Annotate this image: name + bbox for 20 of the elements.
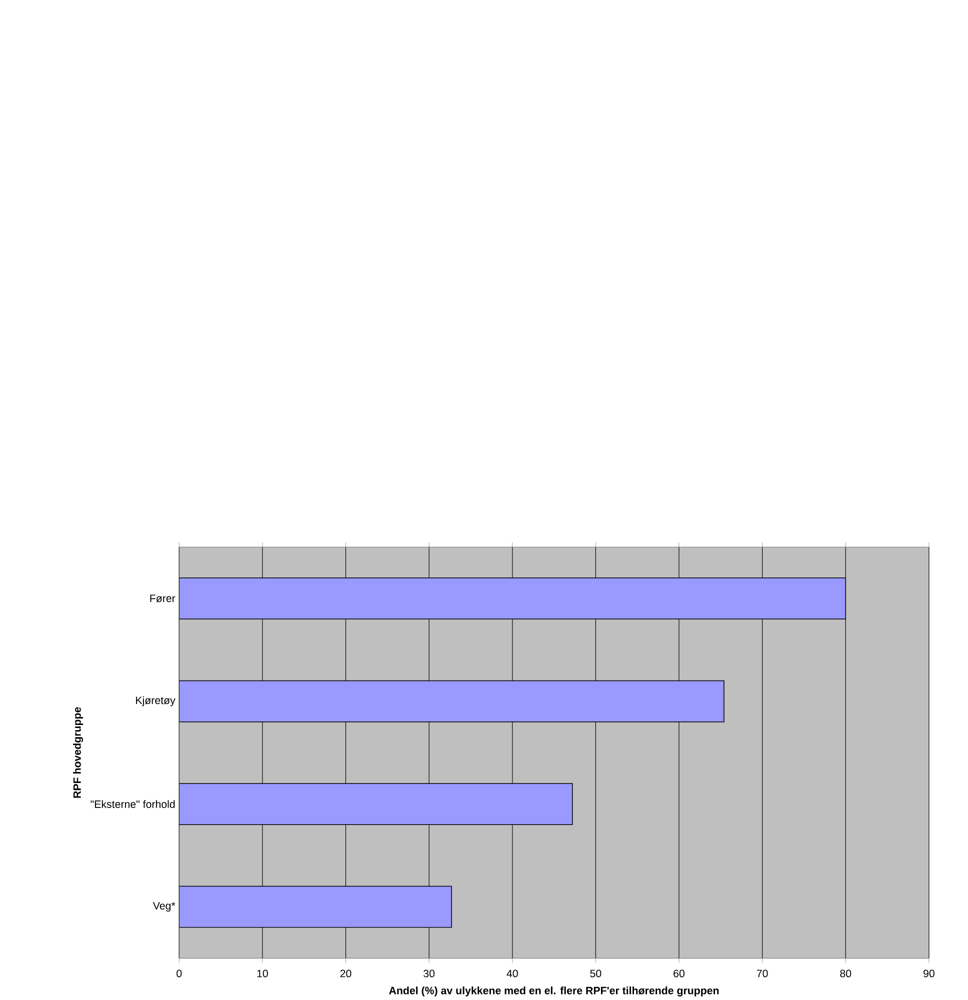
x-tick-label: 70 [757,970,768,978]
y-tick-label: "Eksterne" forhold [91,800,175,808]
x-tick-label: 10 [258,970,268,978]
x-axis-title: Andel (%) av ulykkene med en el. flere RPF'er tilhørende gruppen [389,986,719,996]
bar [179,783,573,826]
y-tick-label: Kjøretøy [136,696,176,706]
x-tick-label: 0 [176,970,182,978]
bar [179,578,846,620]
x-tick-label: 90 [924,970,935,978]
x-tick-label: 80 [840,970,852,978]
y-axis-title: RPF hovedgruppe [73,707,84,798]
x-tick-label: 30 [424,970,435,978]
x-tick-label: 60 [674,970,685,978]
bar [179,680,725,722]
y-tick-label: Fører [150,594,176,602]
x-tick-label: 40 [506,970,518,978]
x-tick-label: 50 [590,970,602,978]
bar [179,886,452,928]
x-tick-label: 20 [340,970,352,978]
y-tick-label: Veg* [153,902,176,912]
